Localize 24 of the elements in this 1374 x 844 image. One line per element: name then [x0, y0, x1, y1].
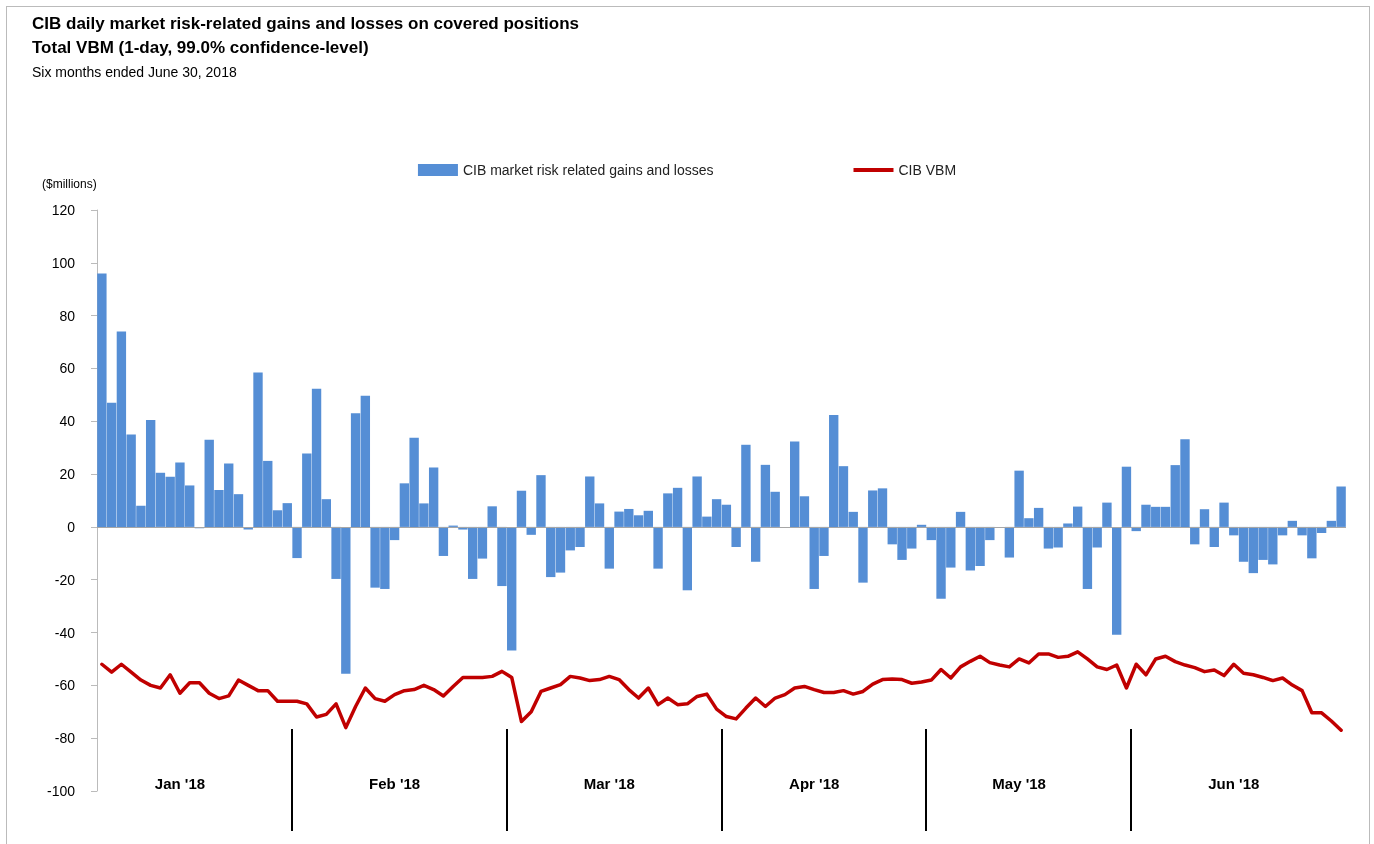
y-tick-label: -80	[54, 730, 76, 747]
y-tick-label: 0	[67, 518, 76, 535]
y-tick-label: -100	[46, 783, 76, 799]
x-tick-label: May '18	[992, 775, 1046, 792]
x-tick-label: Jun '18	[1208, 775, 1260, 792]
y-tick-label: 100	[51, 254, 76, 271]
y-axis-title: ($millions)	[42, 177, 97, 191]
x-tick-label: Jan '18	[154, 775, 206, 792]
y-tick-label: -60	[54, 677, 76, 694]
x-tick-label: Feb '18	[369, 775, 421, 792]
y-tick-label: 80	[59, 307, 76, 324]
chart-subtitle: Total VBM (1-day, 99.0% confidence-level)	[32, 38, 369, 58]
y-tick-label: 60	[59, 360, 76, 377]
x-tick-label: Apr '18	[789, 775, 840, 792]
y-tick-label: 20	[59, 466, 76, 483]
y-tick-label: 120	[51, 202, 76, 218]
y-tick-label: 40	[59, 413, 76, 430]
chart-title: CIB daily market risk-related gains and losses on covered positions	[32, 14, 580, 34]
x-tick-label: Mar '18	[583, 775, 635, 792]
y-tick-label: -20	[54, 571, 76, 588]
legend-label: CIB market risk related gains and losses	[462, 162, 714, 178]
y-tick-label: -40	[54, 624, 76, 641]
legend-label: CIB VBM	[898, 162, 957, 178]
text: Six months ended June 30, 2018	[32, 64, 237, 80]
